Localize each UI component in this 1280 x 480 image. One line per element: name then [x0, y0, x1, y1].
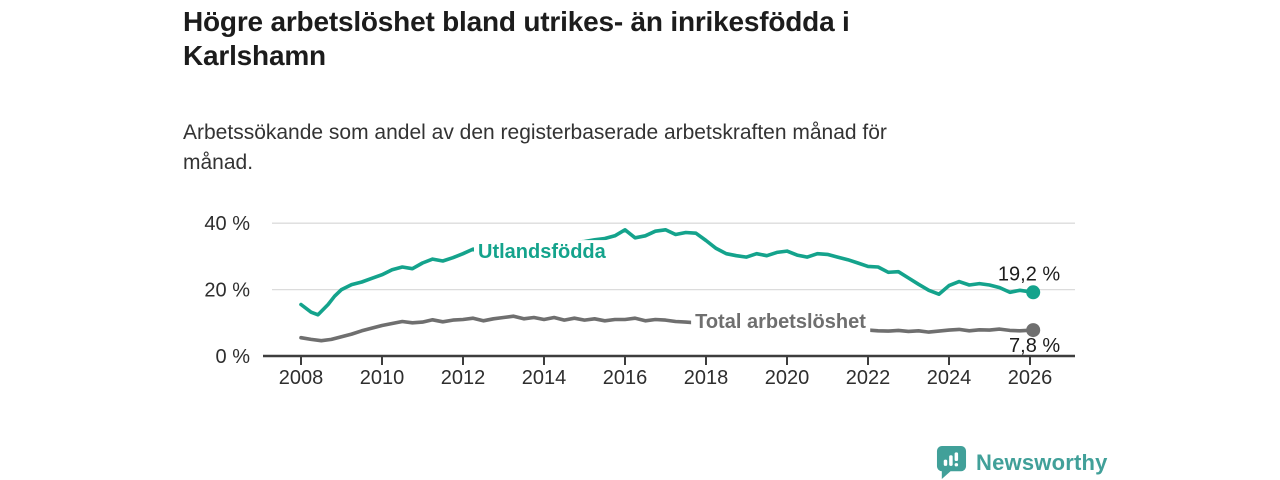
chart-subtitle-line-2: månad.	[183, 151, 254, 174]
x-tick-label: 2014	[522, 367, 567, 389]
x-tick-label: 2008	[279, 367, 324, 389]
x-tick-label: 2026	[1008, 367, 1053, 389]
newsworthy-brand-text: Newsworthy	[976, 449, 1108, 475]
series-label-mask-total-arbetsloshet	[691, 310, 871, 335]
newsworthy-speech-bubble-bar-chart-icon	[936, 446, 967, 479]
x-tick-label: 2020	[765, 367, 810, 389]
series-label-mask-utlandsfodda	[474, 240, 611, 265]
x-tick-label: 2012	[441, 367, 486, 389]
series-line-total-arbetsloshet	[299, 314, 1035, 343]
page-title: Högre arbetslöshet bland utrikes- än inr…	[183, 5, 1083, 73]
page-title-line-1: Högre arbetslöshet bland utrikes- än inr…	[183, 6, 850, 37]
x-tick-label: 2010	[360, 367, 405, 389]
series-line-utlandsfodda	[299, 228, 1035, 317]
x-tick-label: 2022	[846, 367, 891, 389]
series-end-value-utlandsfodda: 19,2 %	[998, 263, 1060, 285]
chart-subtitle-line-1: Arbetssökande som andel av den registerb…	[183, 121, 887, 144]
series-end-value-total-arbetsloshet: 7,8 %	[1009, 335, 1060, 357]
page-title-line-2: Karlshamn	[183, 40, 326, 71]
newsworthy-logo[interactable]: Newsworthy	[936, 445, 1108, 480]
y-tick-label: 40 %	[204, 213, 250, 235]
y-tick-label: 20 %	[204, 280, 250, 302]
x-tick-label: 2024	[927, 367, 972, 389]
x-tick-label: 2018	[684, 367, 729, 389]
chart-subtitle: Arbetssökande som andel av den registerb…	[183, 118, 1063, 178]
series-end-dot-total-arbetsloshet	[1026, 323, 1041, 338]
y-tick-label: 0 %	[216, 346, 251, 368]
series-label-total-arbetsloshet: Total arbetslöshet	[695, 311, 866, 333]
x-tick-label: 2016	[603, 367, 648, 389]
series-end-dot-utlandsfodda	[1026, 285, 1041, 300]
series-label-utlandsfodda: Utlandsfödda	[478, 241, 607, 263]
